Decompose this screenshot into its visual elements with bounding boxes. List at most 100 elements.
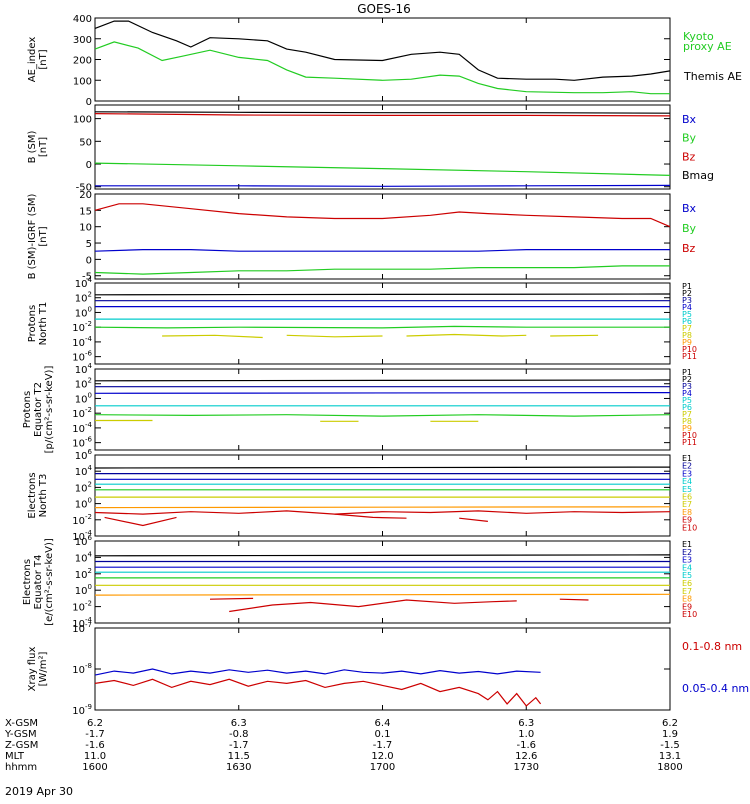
legend-label: E6	[682, 579, 692, 588]
legend-label: E10	[682, 523, 697, 532]
legend-label: P1	[682, 282, 692, 291]
ephemeris-value: -1.7	[85, 729, 105, 740]
legend-label: P7	[682, 410, 692, 419]
legend-label: P8	[682, 417, 692, 426]
y-tick-label: 102	[75, 480, 92, 494]
legend-label: E3	[682, 556, 692, 565]
y-axis-label: [nT]	[38, 226, 49, 246]
panel-7: 10-4 10-2 100 102 104 106 Electrons Equator T4[…	[22, 534, 697, 630]
ephemeris-value: 6.3	[231, 718, 247, 729]
y-axis-label: B (SM)-IGRF (SM)	[27, 194, 38, 280]
y-axis-label: B (SM)	[27, 130, 38, 163]
y-tick-label: 300	[73, 35, 92, 46]
y-axis-label: Electrons	[27, 472, 38, 518]
y-tick-label: 10-2	[72, 513, 92, 527]
series-line-e9	[94, 510, 671, 515]
y-tick-label: 100	[73, 115, 92, 126]
legend-label: P9	[682, 338, 692, 347]
series-line-e10	[104, 516, 177, 527]
ephemeris-value: -1.7	[229, 740, 249, 751]
legend-label: E10	[682, 610, 697, 619]
legend-label: P9	[682, 424, 692, 433]
y-axis-label: North T3	[38, 474, 49, 518]
series-line-by	[94, 162, 671, 176]
y-tick-label: 400	[73, 14, 92, 25]
y-tick-label: 100	[75, 583, 92, 597]
y-axis-label: [p/(cm²-s-sr-keV)]	[44, 366, 55, 454]
legend-label: P5	[682, 310, 692, 319]
legend-label: E1	[682, 454, 692, 463]
legend-label: P4	[682, 389, 692, 398]
legend-label: P7	[682, 324, 692, 333]
y-tick-label: 106	[75, 448, 93, 462]
y-tick-label: 100	[75, 497, 92, 511]
series-line-p7	[94, 325, 670, 329]
legend-label: E7	[682, 587, 692, 596]
series-line-e8	[94, 593, 671, 596]
y-tick-label: 100	[73, 76, 92, 87]
legend-label: P2	[682, 289, 692, 298]
legend-label: P11	[682, 352, 697, 361]
legend-label: Bx	[682, 113, 697, 126]
chart-title: GOES-16	[357, 2, 411, 16]
legend-label: P3	[682, 382, 692, 391]
legend-label: P3	[682, 296, 692, 305]
y-tick-label: 15	[79, 206, 92, 217]
y-tick-label: 10-4	[72, 421, 92, 435]
ephemeris-value: 0.1	[375, 729, 391, 740]
series-line-p7	[94, 414, 671, 417]
y-tick-label: 106	[75, 534, 93, 548]
legend-label: 0.05-0.4 nm	[682, 682, 749, 695]
date-label: 2019 Apr 30	[5, 785, 73, 798]
legend-label: E9	[682, 602, 692, 611]
y-tick-label: 104	[75, 362, 93, 376]
y-axis-label: Electrons	[22, 559, 33, 605]
legend-label: E2	[682, 548, 692, 557]
series-line-bmag	[94, 111, 671, 114]
y-tick-label: 50	[79, 137, 92, 148]
ephemeris-label: MLT	[5, 751, 25, 762]
legend-label: Bmag	[682, 169, 714, 182]
series-line-p3	[94, 392, 671, 394]
y-tick-label: 0	[86, 160, 92, 171]
series-line-p1	[94, 379, 671, 382]
legend-label: E9	[682, 516, 692, 525]
legend-label: P2	[682, 375, 692, 384]
y-axis-label: Xray flux	[27, 647, 38, 692]
y-axis-label: North T1	[38, 302, 49, 346]
legend-label: Bz	[682, 150, 696, 163]
series-line-p8	[162, 334, 263, 339]
ephemeris-value: 12.6	[515, 751, 537, 762]
legend-label: E4	[682, 563, 692, 572]
y-axis-label: Equator T2	[33, 382, 44, 437]
series-line-0-05-0-4-nm	[94, 668, 541, 676]
y-tick-label: 104	[75, 276, 93, 290]
series-line-themis-ae	[94, 20, 671, 81]
y-tick-label: 10-4	[72, 335, 92, 349]
legend-label: P8	[682, 331, 692, 340]
ephemeris-label: X-GSM	[5, 718, 38, 729]
y-axis-label: Protons	[22, 391, 33, 428]
series-line-e8	[94, 506, 671, 509]
y-axis-label: Equator T4	[33, 555, 44, 610]
ephemeris-value: 1800	[657, 762, 682, 773]
series-line-p8	[550, 334, 599, 337]
panel-8: 10-9 10-8 10-7 Xray flux [W/m²] 0.1-0.8 nm 0.0…	[27, 621, 749, 717]
ephemeris-value: 11.0	[84, 751, 106, 762]
legend-label: P11	[682, 438, 697, 447]
y-tick-label: 10-2	[72, 320, 92, 334]
panel-2: -50 0 50 100 B (SM) [nT] Bx By Bz Bmag	[27, 104, 714, 194]
ephemeris-value: 1700	[370, 762, 395, 773]
series-line-kyoto-proxy-ae	[94, 41, 670, 95]
y-tick-label: 102	[75, 291, 92, 305]
y-tick-label: 10	[79, 223, 92, 234]
legend-label: P4	[682, 303, 692, 312]
series-line-bz	[94, 203, 671, 228]
legend-label: E6	[682, 493, 692, 502]
legend-label: E5	[682, 485, 692, 494]
series-line-bx	[95, 184, 671, 187]
